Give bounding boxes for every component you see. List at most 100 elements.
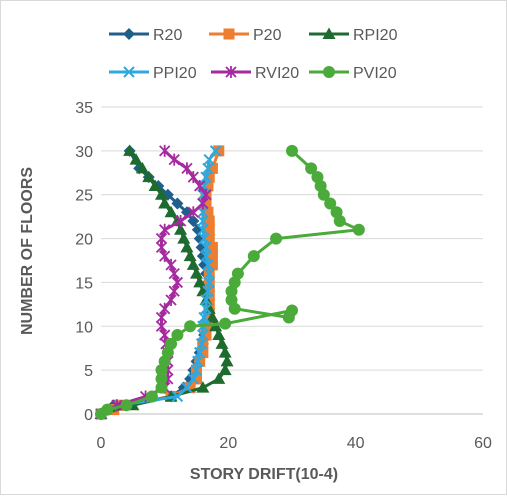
data-point	[123, 144, 137, 156]
y-axis-title: NUMBER OF FLOORS	[19, 167, 36, 335]
legend-item-rvi20: RVI20	[211, 65, 299, 82]
data-point	[203, 267, 215, 280]
legend-label: PPI20	[153, 65, 197, 82]
data-point	[212, 328, 226, 341]
legend-marker	[123, 66, 135, 78]
legend-marker	[225, 66, 237, 78]
y-tick-label: 15	[75, 275, 93, 292]
x-tick-label: 40	[347, 435, 365, 452]
data-point	[165, 258, 177, 271]
data-point	[200, 250, 212, 262]
data-point	[203, 276, 215, 289]
data-point	[193, 275, 207, 288]
data-point	[197, 206, 209, 218]
data-point	[187, 206, 199, 219]
data-point	[200, 294, 212, 306]
legend-marker	[323, 66, 335, 78]
data-point	[190, 267, 203, 279]
legend-item-p20: P20	[209, 27, 282, 44]
data-point	[187, 171, 199, 184]
data-point	[159, 144, 171, 157]
data-point	[202, 259, 214, 271]
data-point	[186, 258, 200, 270]
data-point	[159, 302, 171, 315]
data-point	[129, 153, 143, 165]
legend-item-pvi20: PVI20	[309, 65, 397, 82]
data-point	[330, 206, 343, 219]
data-point	[184, 320, 197, 333]
data-point	[154, 188, 168, 200]
data-point	[197, 329, 209, 341]
legend-marker	[322, 27, 336, 39]
data-point	[187, 373, 200, 385]
data-point	[181, 162, 193, 175]
data-point	[164, 205, 178, 218]
data-point	[171, 197, 184, 210]
data-point	[155, 381, 168, 394]
legend-item-ppi20: PPI20	[109, 65, 197, 82]
data-point	[352, 223, 365, 236]
data-point	[200, 188, 212, 201]
data-point	[200, 171, 212, 183]
data-point	[203, 224, 215, 236]
data-point	[219, 317, 232, 330]
data-point	[165, 337, 178, 350]
data-point	[247, 250, 260, 263]
data-point	[209, 145, 222, 157]
data-point	[158, 196, 172, 209]
data-point	[203, 233, 215, 245]
data-point	[184, 382, 196, 394]
data-point	[270, 232, 283, 245]
data-point	[324, 197, 337, 210]
legend-label: PVI20	[353, 65, 397, 82]
data-point	[171, 390, 184, 403]
data-point	[159, 223, 171, 236]
data-point	[197, 347, 209, 359]
data-point	[200, 241, 212, 254]
series-pvi20	[95, 144, 365, 420]
data-point	[203, 215, 215, 227]
tick-labels: 0 5 10 15 20 25 30 35 0 20 40 60	[75, 100, 492, 452]
data-point	[168, 153, 180, 166]
legend-label: P20	[253, 27, 282, 44]
x-tick-label: 60	[474, 435, 492, 452]
data-point	[193, 346, 206, 359]
data-point	[177, 232, 191, 244]
legend-item-rpi20: RPI20	[309, 27, 398, 44]
data-point	[148, 179, 162, 191]
data-point	[187, 215, 200, 228]
y-tick-label: 5	[84, 363, 93, 380]
data-point	[190, 364, 203, 376]
legend-label: R20	[153, 27, 182, 44]
data-point	[194, 355, 206, 367]
data-point	[198, 232, 210, 245]
data-point	[311, 171, 324, 184]
data-point	[197, 215, 209, 227]
x-tick-label: 20	[219, 435, 237, 452]
data-point	[171, 329, 184, 342]
data-point	[191, 373, 202, 385]
data-point	[200, 303, 212, 315]
series-layer	[94, 144, 365, 420]
data-point	[212, 372, 226, 384]
data-point	[220, 354, 234, 367]
data-point	[206, 241, 218, 253]
data-point	[174, 215, 187, 228]
data-point	[202, 206, 214, 218]
data-point	[202, 180, 214, 192]
data-point	[197, 224, 209, 236]
y-tick-label: 20	[75, 232, 93, 249]
y-tick-label: 35	[75, 100, 93, 117]
legend-marker	[223, 28, 235, 40]
data-point	[195, 338, 208, 350]
data-point	[202, 162, 214, 175]
data-point	[282, 311, 295, 324]
legend-label: RVI20	[255, 65, 299, 82]
data-point	[206, 250, 218, 262]
data-point	[196, 381, 210, 393]
legend-item-r20: R20	[109, 27, 182, 44]
data-point	[218, 363, 232, 376]
data-point	[206, 259, 218, 271]
